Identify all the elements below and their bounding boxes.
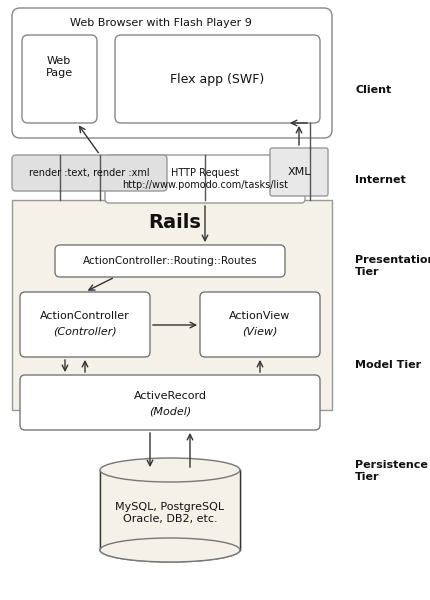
FancyBboxPatch shape — [105, 155, 305, 203]
Text: Rails: Rails — [148, 213, 201, 232]
Text: Flex app (SWF): Flex app (SWF) — [170, 73, 264, 85]
Text: (View): (View) — [242, 327, 278, 337]
FancyBboxPatch shape — [22, 35, 97, 123]
FancyBboxPatch shape — [200, 292, 320, 357]
Bar — [100, 470, 240, 550]
Text: XML: XML — [287, 167, 311, 177]
Text: HTTP Request
http://www.pomodo.com/tasks/list: HTTP Request http://www.pomodo.com/tasks… — [122, 168, 288, 190]
Text: ActionController::Routing::Routes: ActionController::Routing::Routes — [83, 256, 257, 266]
Text: Internet: Internet — [355, 175, 406, 185]
Text: Model Tier: Model Tier — [355, 360, 421, 370]
Text: Client: Client — [355, 85, 391, 95]
FancyBboxPatch shape — [55, 245, 285, 277]
FancyBboxPatch shape — [12, 155, 167, 191]
Text: ActionView: ActionView — [229, 311, 291, 321]
Text: ActionController: ActionController — [40, 311, 130, 321]
Text: Web Browser with Flash Player 9: Web Browser with Flash Player 9 — [70, 18, 252, 28]
Text: Web
Page: Web Page — [46, 56, 73, 78]
Text: render :text, render :xml: render :text, render :xml — [29, 168, 149, 178]
Ellipse shape — [100, 458, 240, 482]
FancyBboxPatch shape — [20, 292, 150, 357]
Ellipse shape — [100, 538, 240, 562]
Bar — [12, 200, 332, 410]
FancyBboxPatch shape — [270, 148, 328, 196]
Ellipse shape — [100, 538, 240, 562]
FancyBboxPatch shape — [12, 8, 332, 138]
Text: MySQL, PostgreSQL
Oracle, DB2, etc.: MySQL, PostgreSQL Oracle, DB2, etc. — [115, 502, 224, 524]
Text: Persistence
Tier: Persistence Tier — [355, 460, 428, 482]
Bar — [100, 470, 240, 550]
Text: Presentation
Tier: Presentation Tier — [355, 255, 430, 277]
Text: ActiveRecord: ActiveRecord — [133, 391, 206, 401]
FancyBboxPatch shape — [20, 375, 320, 430]
Text: (Model): (Model) — [149, 407, 191, 417]
Text: (Controller): (Controller) — [53, 327, 117, 337]
FancyBboxPatch shape — [115, 35, 320, 123]
